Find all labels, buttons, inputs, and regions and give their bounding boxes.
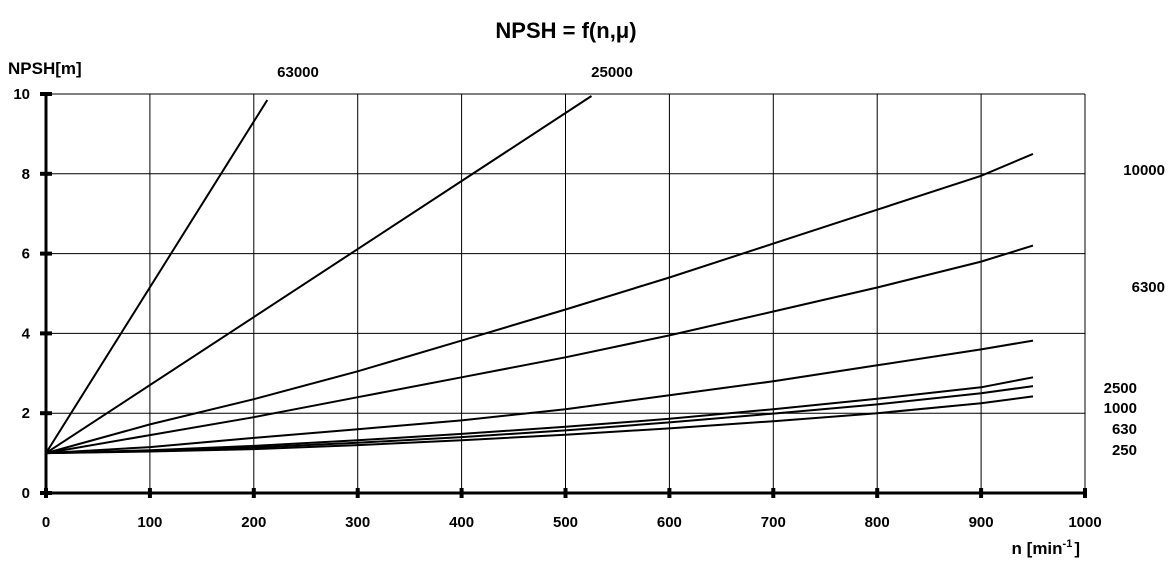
- series-lines: [45, 95, 1034, 455]
- series-line-630: [45, 385, 1034, 455]
- y-tick-label: 10: [13, 86, 30, 103]
- series-label-250: 250: [1112, 442, 1137, 459]
- x-tick-label: 500: [553, 514, 578, 531]
- x-tick-label: 100: [137, 514, 162, 531]
- series-line-250: [45, 395, 1034, 455]
- x-tick-label: 200: [241, 514, 266, 531]
- y-tick-label: 6: [22, 246, 30, 263]
- x-tick-label: 0: [42, 514, 50, 531]
- x-axis-title-main: n [min: [1012, 539, 1063, 558]
- x-tick-label: 1000: [1068, 514, 1101, 531]
- series-line-1000: [45, 376, 1034, 455]
- x-tick-label: 400: [449, 514, 474, 531]
- chart-title: NPSH = f(n,μ): [495, 18, 636, 43]
- tick-labels: 0 100 200 300 400 500 600 700 800 900 1000 0 2 4 6 8 10: [13, 86, 1101, 531]
- series-line-10000: [45, 152, 1034, 455]
- y-tick-label: 0: [22, 485, 30, 502]
- series-line-2500: [45, 339, 1034, 455]
- x-axis-title-tail: ]: [1074, 539, 1080, 558]
- series-label-63000: 63000: [277, 64, 319, 81]
- series-line-63000: [45, 99, 269, 454]
- y-tick-label: 2: [22, 405, 30, 422]
- series-labels: 63000 25000 10000 6300 2500 1000 630 250: [277, 64, 1165, 459]
- axes: [40, 92, 1087, 498]
- x-axis-title-superscript: -1: [1063, 538, 1073, 550]
- series-line-25000: [45, 95, 593, 454]
- gridlines: [46, 93, 1086, 493]
- x-tick-label: 800: [865, 514, 890, 531]
- x-tick-label: 300: [345, 514, 370, 531]
- series-label-1000: 1000: [1104, 400, 1137, 417]
- series-label-10000: 10000: [1123, 162, 1165, 179]
- series-label-2500: 2500: [1104, 380, 1137, 397]
- y-axis-title: NPSH[m]: [8, 59, 82, 78]
- x-tick-label: 900: [969, 514, 994, 531]
- series-label-630: 630: [1112, 421, 1137, 438]
- series-label-6300: 6300: [1132, 279, 1165, 296]
- series-label-25000: 25000: [591, 64, 633, 81]
- x-axis-title: n [min-1]: [1012, 538, 1080, 558]
- y-tick-label: 8: [22, 166, 30, 183]
- series-line-6300: [45, 244, 1034, 455]
- x-tick-label: 700: [761, 514, 786, 531]
- x-tick-label: 600: [657, 514, 682, 531]
- y-tick-label: 4: [22, 325, 31, 342]
